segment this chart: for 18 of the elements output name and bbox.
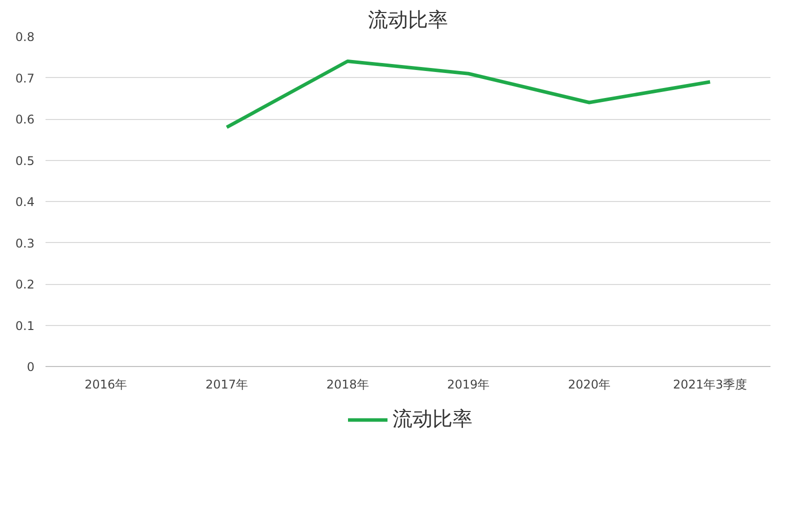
x-tick-label: 2021年3季度 <box>672 378 748 392</box>
y-tick-label: 0.6 <box>15 112 35 126</box>
y-tick-label: 0 <box>26 360 35 374</box>
y-tick-label: 0.7 <box>15 71 35 86</box>
line-series <box>225 60 712 129</box>
chart-title: 流动比率 <box>368 8 448 32</box>
y-tick-label: 0.4 <box>15 195 35 209</box>
y-tick-label: 0.1 <box>15 318 35 333</box>
legend-label: 流动比率 <box>392 406 472 432</box>
y-tick-label: 0.3 <box>15 236 35 250</box>
y-tick-label: 0.8 <box>15 30 35 44</box>
y-tick-label: 0.5 <box>15 154 35 168</box>
x-tick-label: 2018年 <box>326 378 369 392</box>
y-tick-label: 0.2 <box>15 278 35 292</box>
x-tick-label: 2019年 <box>447 378 490 392</box>
x-tick-label: 2016年 <box>84 378 128 392</box>
x-tick-label: 2017年 <box>205 378 248 392</box>
x-tick-label: 2020年 <box>568 378 611 392</box>
